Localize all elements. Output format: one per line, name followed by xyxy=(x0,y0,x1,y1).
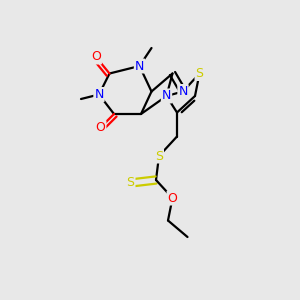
Text: N: N xyxy=(94,88,104,101)
Text: O: O xyxy=(168,191,177,205)
Text: O: O xyxy=(96,121,105,134)
Text: S: S xyxy=(127,176,134,190)
Text: N: N xyxy=(135,59,144,73)
Text: S: S xyxy=(155,149,163,163)
Text: N: N xyxy=(162,89,171,103)
Text: N: N xyxy=(178,85,188,98)
Text: S: S xyxy=(196,67,203,80)
Text: O: O xyxy=(91,50,101,64)
